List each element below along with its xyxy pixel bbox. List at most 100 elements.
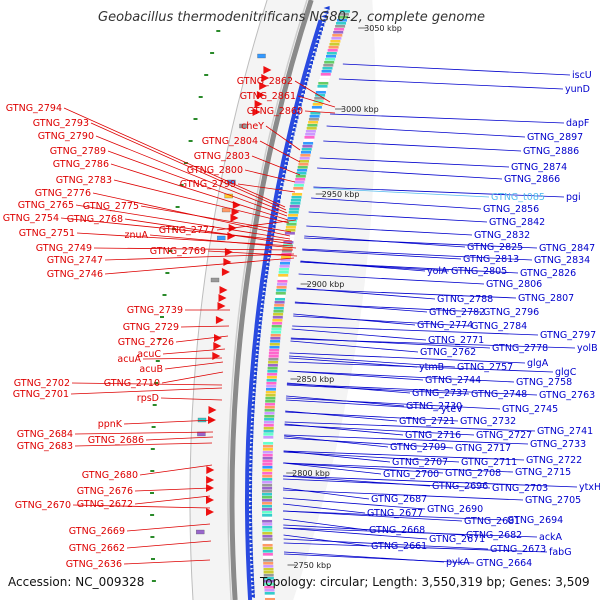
gene-label-right: GTNG_2757 [457, 362, 513, 373]
gene-arrow-reverse [288, 132, 295, 136]
gene-arrow-reverse [281, 165, 287, 170]
gene-arrow-reverse [275, 195, 281, 199]
cog-color-block [268, 358, 279, 361]
label-connector [126, 523, 211, 532]
feature-block [221, 207, 231, 213]
label-connector [161, 371, 224, 384]
gene-arrow-reverse [257, 304, 264, 309]
label-connector [294, 302, 482, 313]
cog-color-block [272, 319, 283, 322]
cog-color-block [263, 439, 274, 442]
cog-color-block [262, 460, 273, 463]
gene-arrow-reverse [275, 190, 282, 195]
cog-color-block [262, 550, 273, 553]
kbp-label: 2850 kbp [296, 375, 334, 384]
cog-color-block [262, 517, 273, 520]
gene-arrow-reverse [271, 211, 278, 216]
label-connector [287, 370, 515, 383]
gene-label-right: dapF [566, 118, 589, 129]
cog-color-block [334, 28, 345, 31]
gene-label-left: GTNG_2861 [240, 91, 296, 102]
cog-color-block [332, 34, 343, 37]
cog-color-block [268, 352, 279, 355]
cog-color-block [266, 376, 277, 379]
label-connector [160, 397, 223, 401]
cog-color-block [331, 37, 342, 40]
label-connector [74, 431, 214, 435]
label-connector [134, 495, 211, 505]
gene-label-left: GTNG_2636 [66, 559, 122, 570]
label-connector [283, 534, 370, 547]
gene-label-right: GTNG_2847 [539, 243, 595, 254]
cog-color-block [262, 505, 272, 508]
gene-label-left: GTNG_2701 [13, 389, 69, 400]
cog-color-block [311, 106, 322, 109]
cog-color-block [326, 55, 336, 58]
label-connector [283, 450, 525, 461]
gene-arrow-reverse [251, 371, 257, 376]
cog-color-block [262, 475, 273, 478]
label-connector [283, 510, 463, 522]
cog-color-block [336, 22, 346, 25]
cog-color-block [273, 313, 284, 316]
label-connector [139, 464, 213, 476]
gene-arrow-forward [206, 466, 215, 474]
cog-color-block [263, 445, 273, 448]
gene-label-left: GTNG_2775 [83, 201, 139, 212]
gene-arrow-reverse [247, 430, 254, 435]
gene-label-left: acuA [117, 354, 141, 365]
gene-arrow-forward [215, 316, 224, 324]
gene-arrow-reverse [252, 354, 259, 359]
cog-color-block [267, 370, 278, 373]
gene-label-right: GTNG_2748 [471, 389, 527, 400]
gene-arrow-reverse [261, 274, 268, 279]
gene-label-right: GTNG_2782 [429, 307, 485, 318]
cog-color-block [289, 208, 300, 211]
gene-label-left: GTNG_2783 [56, 175, 112, 186]
cog-color-block [264, 418, 275, 421]
cog-color-block [263, 424, 274, 427]
gene-arrow-reverse [249, 388, 256, 393]
cog-color-block [263, 430, 274, 433]
cog-color-block [310, 112, 321, 115]
cog-color-block [291, 196, 302, 199]
gene-label-left: GTNG_2686 [88, 435, 144, 446]
cog-color-block [278, 274, 289, 277]
gene-arrow-reverse [302, 77, 309, 82]
label-connector [93, 247, 294, 251]
gene-arrow-forward [261, 74, 270, 82]
gene-label-left: rpsD [137, 393, 159, 404]
cog-color-block [300, 154, 311, 157]
gene-arrow-reverse [246, 514, 253, 519]
cog-color-block [333, 31, 344, 34]
cog-color-block [335, 25, 346, 28]
label-connector [134, 487, 212, 492]
gene-arrow-reverse [246, 472, 253, 477]
gene-label-right: GTNG_2709 [390, 442, 446, 453]
cog-color-block [279, 268, 290, 271]
gene-arrow-reverse [322, 10, 329, 15]
gene-arrow-reverse [287, 136, 294, 141]
gene-label-right: GTNG_2806 [486, 279, 542, 290]
cog-color-block [263, 559, 274, 562]
gene-arrow-reverse [313, 39, 320, 44]
gene-label-right: GTNG_2796 [483, 307, 539, 318]
cog-color-block [273, 307, 284, 310]
label-connector [124, 218, 293, 245]
cog-color-block [264, 421, 274, 424]
cog-color-block [264, 592, 275, 595]
gene-arrow-reverse [276, 186, 283, 191]
gene-label-left: GTNG_2739 [127, 305, 183, 316]
cog-color-block [262, 529, 273, 532]
label-connector [282, 489, 524, 501]
cog-color-block [293, 184, 304, 187]
cog-color-block [262, 520, 273, 523]
label-connector [110, 163, 289, 221]
cog-color-block [283, 241, 294, 244]
cog-color-block [262, 535, 273, 538]
gene-arrow-reverse [253, 346, 260, 351]
cog-color-block [275, 298, 285, 301]
cog-color-block [287, 217, 298, 220]
cog-color-block [262, 553, 273, 556]
